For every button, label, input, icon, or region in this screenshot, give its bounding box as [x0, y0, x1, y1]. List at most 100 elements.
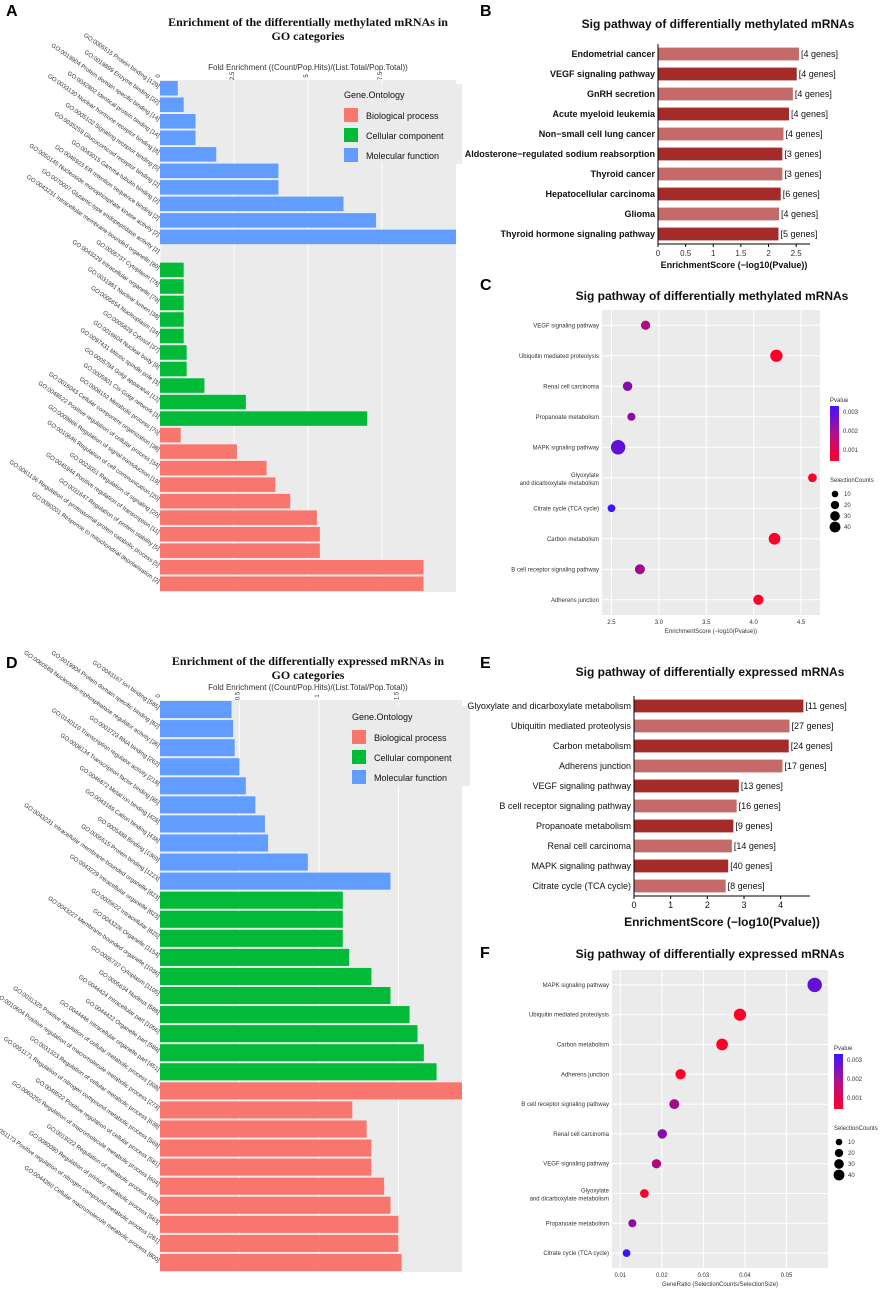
tick-label: 3.5	[702, 620, 711, 626]
bar	[634, 699, 804, 713]
bar	[160, 1139, 372, 1157]
category-label: Propanoate metabolism	[536, 821, 631, 831]
tick-label: 0.02	[656, 1273, 668, 1279]
size-legend-point	[830, 511, 840, 521]
legend-background	[338, 84, 462, 164]
legend-swatch	[344, 128, 358, 142]
category-label: GO:0044446 Intracellular organelle part …	[58, 999, 160, 1073]
bar	[160, 543, 320, 558]
data-label: [3 genes]	[784, 169, 821, 179]
data-point	[628, 1219, 637, 1228]
data-label: [4 genes]	[799, 69, 836, 79]
bar	[160, 910, 343, 928]
legend-title: SelectionCounts	[834, 1126, 878, 1132]
category-label: Citrate cycle (TCA cycle)	[532, 881, 631, 891]
tick-label: 4.5	[797, 620, 806, 626]
category-label: MAPK signaling pathway	[533, 445, 599, 451]
tick-label: 1	[668, 900, 673, 910]
panel-d: D Enrichment of the differentially expres…	[0, 650, 470, 1272]
panel-c: C Sig pathway of differentially methylate…	[480, 277, 874, 635]
bar	[160, 929, 343, 947]
data-label: [8 genes]	[728, 881, 765, 891]
bar	[160, 114, 196, 129]
bar	[160, 493, 291, 509]
bar	[160, 1177, 385, 1195]
legend-title: Gene.Ontology	[352, 712, 413, 722]
tick-label: 4.0	[749, 620, 758, 626]
tick-label: 4	[778, 900, 783, 910]
legend-tick-label: 30	[844, 514, 851, 520]
category-label: Non−small cell lung cancer	[539, 129, 656, 139]
legend-title: SelectionCounts	[830, 478, 874, 484]
category-label: GnRH secretion	[587, 89, 655, 99]
legend-label: Molecular function	[374, 773, 447, 783]
data-label: [40 genes]	[730, 861, 772, 871]
legend-tick-label: 0.001	[843, 448, 859, 454]
panel-e: E Sig pathway of differentially expressed…	[467, 655, 846, 929]
bar	[634, 839, 732, 853]
axis-label: Fold Enrichment ((Count/Pop.Hits)/(List.…	[208, 683, 408, 692]
bar	[160, 853, 308, 871]
data-label: [13 genes]	[741, 781, 783, 791]
category-label: Hepatocellular carcinoma	[545, 189, 656, 199]
legend-swatch	[352, 770, 366, 784]
data-label: [4 genes]	[781, 209, 818, 219]
category-label: Propanoate metabolism	[536, 415, 599, 421]
bar	[634, 819, 734, 833]
category-label: Ubiquitin mediated proteolysis	[511, 721, 632, 731]
category-label: B cell receptor signaling pathway	[511, 567, 599, 573]
bar	[160, 411, 368, 426]
bar	[160, 967, 372, 985]
panel-b: B Sig pathway of differentially methylate…	[465, 3, 855, 270]
category-label: Carbon metabolism	[547, 537, 599, 543]
bar	[160, 147, 217, 162]
bar	[658, 107, 789, 121]
bar	[160, 777, 246, 795]
x-axis-label: EnrichmentScore (−log10(Pvalue))	[661, 260, 808, 270]
chart-title: Sig pathway of differentially methylated…	[582, 17, 855, 31]
data-point	[675, 1069, 686, 1080]
bar	[634, 859, 729, 873]
bar	[160, 328, 184, 344]
tick-label: 0.05	[781, 1273, 793, 1279]
legend-label: Biological process	[366, 111, 439, 121]
bar	[160, 1120, 367, 1138]
category-label: Thyroid hormone signaling pathway	[500, 229, 655, 239]
bar	[160, 1234, 399, 1252]
category-label: Ubiquitin mediated proteolysis	[519, 354, 599, 360]
plot-background	[602, 310, 820, 615]
category-label: and dicarboxylate metabolism	[520, 481, 599, 487]
legend-tick-label: 40	[848, 1173, 855, 1179]
data-label: [27 genes]	[791, 721, 833, 731]
legend-tick-label: 20	[844, 503, 851, 509]
category-label: Acute myeloid leukemia	[552, 109, 656, 119]
category-label: and dicarboxylate metabolism	[530, 1197, 609, 1203]
category-label: Adherens junction	[551, 598, 599, 604]
tick-label: 0.03	[698, 1273, 710, 1279]
tick-label: 0.5	[680, 249, 692, 258]
color-bar	[830, 406, 839, 461]
panel-a: A Enrichment of the differentially methyl…	[6, 3, 462, 592]
category-label: Renal cell carcinoma	[553, 1132, 609, 1138]
bar	[160, 378, 205, 393]
bar	[634, 799, 737, 813]
legend-label: Cellular component	[366, 131, 444, 141]
data-label: [4 genes]	[801, 49, 838, 59]
category-label: Propanoate metabolism	[546, 1221, 609, 1227]
legend-tick-label: 20	[848, 1151, 855, 1157]
legend-tick-label: 0.003	[847, 1058, 863, 1064]
data-point	[808, 473, 817, 483]
bar	[634, 779, 739, 793]
tick-label: 2.5	[230, 71, 236, 80]
bar	[160, 796, 256, 814]
data-label: [5 genes]	[780, 229, 817, 239]
bar	[160, 196, 344, 212]
legend-tick-label: 10	[848, 1140, 855, 1146]
bar	[658, 167, 783, 181]
data-label: [6 genes]	[783, 189, 820, 199]
bar	[160, 81, 178, 96]
bar	[160, 739, 235, 757]
bar	[160, 948, 350, 966]
tick-label: 3	[741, 900, 746, 910]
legend-label: Cellular component	[374, 753, 452, 763]
